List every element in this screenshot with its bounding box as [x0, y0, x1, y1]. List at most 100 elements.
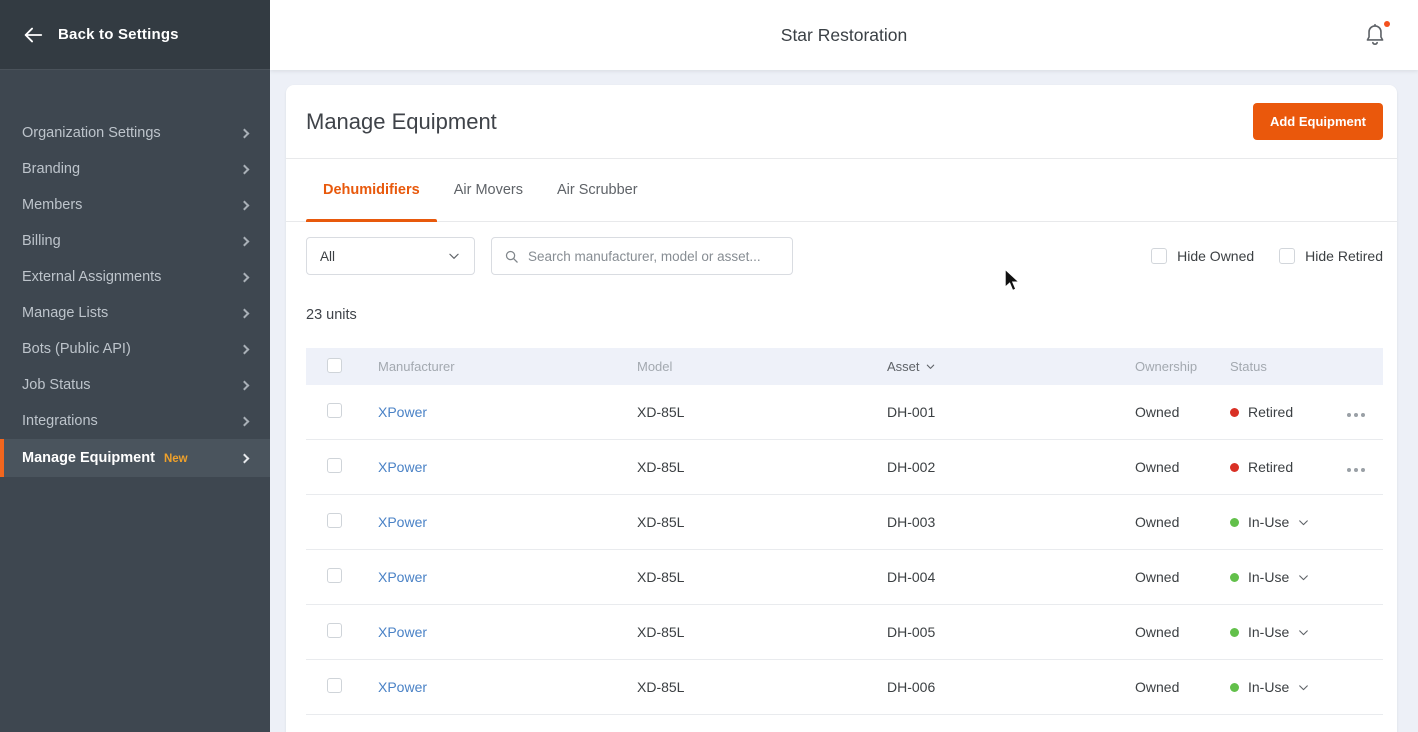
status-dropdown[interactable]: In-Use: [1230, 569, 1340, 585]
sidebar-item-integrations[interactable]: Integrations: [0, 403, 270, 439]
column-header-model[interactable]: Model: [637, 359, 673, 374]
sidebar-item-label: External Assignments: [22, 269, 162, 285]
back-arrow-icon: [24, 27, 43, 42]
status-dot-icon: [1230, 462, 1239, 472]
column-header-manufacturer[interactable]: Manufacturer: [378, 359, 455, 374]
tab-dehumidifiers[interactable]: Dehumidifiers: [306, 159, 437, 222]
search-input[interactable]: [528, 248, 780, 264]
column-header-status[interactable]: Status: [1230, 359, 1267, 374]
manufacturer-link[interactable]: XPower: [378, 624, 428, 640]
back-to-settings-label: Back to Settings: [58, 26, 179, 43]
sidebar-item-label: Manage Lists: [22, 305, 109, 321]
chevron-right-icon: [239, 200, 250, 210]
more-options-icon[interactable]: [1345, 409, 1367, 421]
sort-chevron-icon: [926, 364, 934, 369]
table-row: XPower XD-85L DH-005 Owned In-Use: [306, 605, 1383, 660]
sidebar-item-label: Branding: [22, 161, 81, 177]
sidebar-item-bots-public-api[interactable]: Bots (Public API): [0, 331, 270, 367]
tab-air-scrubber[interactable]: Air Scrubber: [556, 182, 638, 198]
notifications-button[interactable]: [1361, 21, 1390, 49]
add-equipment-button[interactable]: Add Equipment: [1252, 103, 1383, 140]
sidebar-item-branding[interactable]: Branding: [0, 151, 270, 187]
tab-air-movers[interactable]: Air Movers: [453, 182, 523, 198]
chevron-down-icon: [1299, 519, 1309, 525]
sidebar-item-label: Bots (Public API): [22, 341, 131, 357]
search-box: [491, 237, 793, 275]
asset-cell: DH-006: [887, 679, 936, 695]
status-cell: Retired: [1230, 459, 1340, 475]
sidebar-item-label: Manage Equipment: [22, 450, 155, 466]
asset-cell: DH-004: [887, 569, 936, 585]
search-icon: [505, 250, 518, 263]
ownership-cell: Owned: [1135, 404, 1180, 420]
sidebar-item-job-status[interactable]: Job Status: [0, 367, 270, 403]
status-dropdown[interactable]: In-Use: [1230, 679, 1340, 695]
manufacturer-link[interactable]: XPower: [378, 679, 428, 695]
sidebar-item-label: Integrations: [22, 413, 98, 429]
bell-icon: [1366, 23, 1384, 45]
manufacturer-link[interactable]: XPower: [378, 569, 428, 585]
sidebar-item-members[interactable]: Members: [0, 187, 270, 223]
sidebar: Back to Settings Organization Settings B…: [0, 0, 270, 732]
asset-cell: DH-001: [887, 404, 936, 420]
status-label: In-Use: [1248, 514, 1290, 530]
row-checkbox[interactable]: [327, 403, 342, 418]
model-cell: XD-85L: [637, 459, 685, 475]
manufacturer-link[interactable]: XPower: [378, 404, 428, 420]
chevron-right-icon: [239, 416, 250, 426]
status-label: Retired: [1248, 459, 1294, 475]
chevron-right-icon: [239, 236, 250, 246]
chevron-right-icon: [239, 453, 250, 463]
ownership-cell: Owned: [1135, 514, 1180, 530]
hide-owned-label: Hide Owned: [1177, 248, 1255, 264]
sidebar-item-billing[interactable]: Billing: [0, 223, 270, 259]
table-row: XPower XD-85L DH-001 Owned Retired: [306, 385, 1383, 440]
manufacturer-link[interactable]: XPower: [378, 459, 428, 475]
table-row: XPower XD-85L DH-006 Owned In-Use: [306, 660, 1383, 715]
chevron-down-icon: [449, 253, 459, 259]
hide-owned-checkbox[interactable]: Hide Owned: [1151, 248, 1254, 264]
ownership-cell: Owned: [1135, 569, 1180, 585]
model-cell: XD-85L: [637, 569, 685, 585]
notification-dot: [1384, 21, 1390, 27]
units-count: 23 units: [306, 307, 357, 323]
status-dropdown[interactable]: In-Use: [1230, 624, 1340, 640]
row-checkbox[interactable]: [327, 513, 342, 528]
chevron-right-icon: [239, 128, 250, 138]
row-checkbox[interactable]: [327, 623, 342, 638]
ownership-cell: Owned: [1135, 679, 1180, 695]
sidebar-nav: Organization Settings Branding Members B…: [0, 115, 270, 477]
row-checkbox[interactable]: [327, 678, 342, 693]
sidebar-item-manage-lists[interactable]: Manage Lists: [0, 295, 270, 331]
equipment-table-body: XPower XD-85L DH-001 Owned Retired XPowe…: [306, 385, 1383, 715]
filter-bar: All Hide Owned Hide Retired: [286, 222, 1397, 275]
manufacturer-link[interactable]: XPower: [378, 514, 428, 530]
status-label: Retired: [1248, 404, 1294, 420]
status-dot-icon: [1230, 572, 1239, 582]
hide-retired-checkbox[interactable]: Hide Retired: [1279, 248, 1383, 264]
chevron-right-icon: [239, 164, 250, 174]
back-to-settings-button[interactable]: Back to Settings: [0, 0, 270, 70]
sidebar-item-label: Members: [22, 197, 83, 213]
ownership-cell: Owned: [1135, 624, 1180, 640]
sidebar-item-manage-equipment[interactable]: Manage Equipment New: [0, 439, 270, 477]
column-header-ownership[interactable]: Ownership: [1135, 359, 1198, 374]
chevron-right-icon: [239, 380, 250, 390]
main-content: Manage Equipment Add Equipment Dehumidif…: [270, 70, 1418, 732]
filter-dropdown[interactable]: All: [306, 237, 475, 275]
manage-equipment-card: Manage Equipment Add Equipment Dehumidif…: [286, 85, 1397, 732]
checkbox-icon: [1279, 248, 1296, 264]
organization-title: Star Restoration: [780, 24, 908, 45]
row-checkbox[interactable]: [327, 458, 342, 473]
page-title: Manage Equipment: [306, 108, 497, 134]
select-all-checkbox[interactable]: [327, 357, 342, 373]
sidebar-item-external-assignments[interactable]: External Assignments: [0, 259, 270, 295]
status-dropdown[interactable]: In-Use: [1230, 514, 1340, 530]
row-checkbox[interactable]: [327, 568, 342, 583]
checkbox-icon: [1151, 248, 1168, 264]
asset-cell: DH-005: [887, 624, 936, 640]
sidebar-item-organization-settings[interactable]: Organization Settings: [0, 115, 270, 151]
status-dot-icon: [1230, 627, 1239, 637]
more-options-icon[interactable]: [1345, 464, 1367, 476]
column-header-asset[interactable]: Asset: [887, 359, 1135, 374]
